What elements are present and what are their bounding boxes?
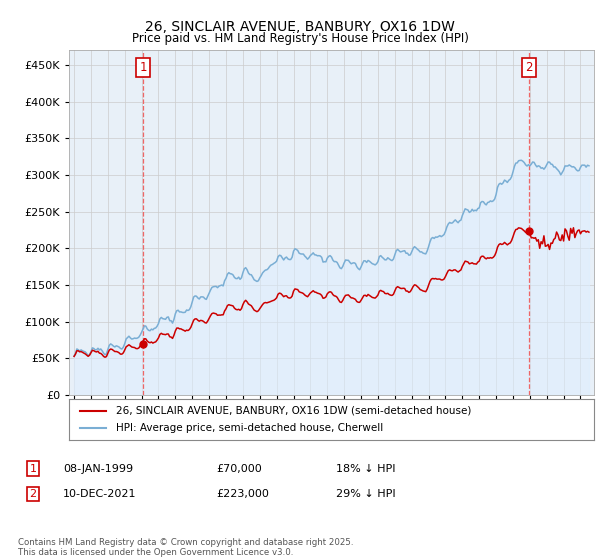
Text: 26, SINCLAIR AVENUE, BANBURY, OX16 1DW: 26, SINCLAIR AVENUE, BANBURY, OX16 1DW [145,20,455,34]
Text: 1: 1 [139,60,146,74]
Text: 2: 2 [525,60,533,74]
Text: Contains HM Land Registry data © Crown copyright and database right 2025.
This d: Contains HM Land Registry data © Crown c… [18,538,353,557]
Text: HPI: Average price, semi-detached house, Cherwell: HPI: Average price, semi-detached house,… [116,423,383,433]
Text: 26, SINCLAIR AVENUE, BANBURY, OX16 1DW (semi-detached house): 26, SINCLAIR AVENUE, BANBURY, OX16 1DW (… [116,405,472,416]
Text: 10-DEC-2021: 10-DEC-2021 [63,489,137,499]
Text: £223,000: £223,000 [216,489,269,499]
Text: 08-JAN-1999: 08-JAN-1999 [63,464,133,474]
Text: 18% ↓ HPI: 18% ↓ HPI [336,464,395,474]
Text: 29% ↓ HPI: 29% ↓ HPI [336,489,395,499]
Text: £70,000: £70,000 [216,464,262,474]
Text: 1: 1 [29,464,37,474]
Text: 2: 2 [29,489,37,499]
Text: Price paid vs. HM Land Registry's House Price Index (HPI): Price paid vs. HM Land Registry's House … [131,32,469,45]
